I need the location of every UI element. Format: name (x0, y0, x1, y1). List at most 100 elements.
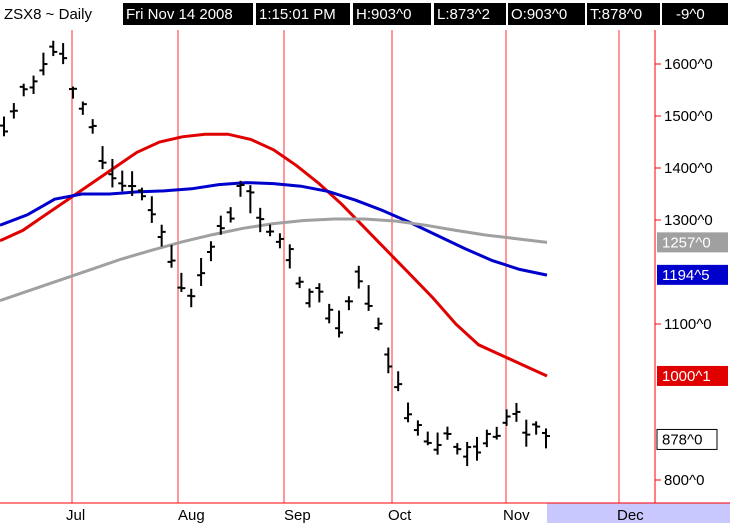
price-bar (187, 288, 196, 308)
x-tick-label: Dec (617, 507, 644, 523)
ma-fast-line (0, 132, 548, 378)
last-price-badge (656, 428, 718, 450)
price-bar (482, 429, 491, 448)
price-bar (266, 224, 275, 237)
price-bar (522, 419, 531, 447)
y-tick-label: 1400^0 (664, 160, 713, 177)
price-bar (344, 296, 353, 311)
date-cell (123, 3, 253, 25)
price-bar (108, 158, 117, 188)
label-layer: 1600^0 1500^0 1400^0 1300^0 1100^0 800^0 Jul Au… (66, 56, 728, 523)
ma-value-badge (657, 264, 728, 285)
price-bar (118, 170, 127, 192)
price-bar (492, 426, 501, 440)
open-cell (508, 3, 585, 25)
price-bar (246, 185, 255, 214)
quote-header: ZSX8 ~ Daily Fri Nov 14 2008 1:15:01 PM … (4, 3, 728, 25)
change-cell (662, 3, 728, 25)
price-bar (443, 426, 452, 440)
date-value: Fri Nov 14 2008 (126, 6, 233, 23)
symbol-label: ZSX8 ~ Daily (4, 6, 92, 23)
price-bar (128, 171, 137, 196)
last-price-label: 878^0 (662, 431, 702, 448)
low-cell (434, 3, 506, 25)
grid-layer (0, 30, 730, 504)
price-bar (305, 288, 314, 308)
price-bar (502, 409, 511, 426)
ma-value-badge (657, 365, 728, 386)
high-cell (353, 3, 431, 25)
price-bar (473, 436, 482, 461)
y-tick-label: 1300^0 (664, 212, 713, 229)
last-cell (587, 3, 660, 25)
price-bar (98, 146, 107, 170)
price-bar (433, 432, 442, 455)
ma-value-label: 1000^1 (662, 368, 711, 385)
price-bar (532, 421, 541, 435)
last-value: T:878^0 (590, 6, 642, 23)
price-bar (177, 272, 186, 292)
open-value: O:903^0 (511, 6, 567, 23)
price-bar (463, 441, 472, 467)
price-bar (374, 317, 383, 331)
price-bar (295, 276, 304, 289)
ma-value-label: 1257^0 (662, 234, 711, 251)
price-bar (197, 258, 206, 286)
price-bar (206, 241, 215, 262)
price-bar (88, 119, 97, 134)
price-bar (256, 207, 265, 233)
price-bar (137, 187, 146, 201)
price-bar (157, 224, 166, 247)
price-bar (39, 52, 48, 76)
price-bar (216, 215, 225, 235)
y-tick-label: 1600^0 (664, 56, 713, 73)
future-period-band (547, 503, 730, 523)
change-value: -9^0 (676, 6, 705, 23)
price-bar (364, 285, 373, 311)
low-value: L:873^2 (437, 6, 490, 23)
price-bar (78, 101, 87, 115)
ma-value-badge (657, 232, 728, 253)
price-bar (542, 428, 550, 449)
price-bar (423, 431, 432, 446)
price-bar (147, 196, 156, 223)
y-tick-label: 1500^0 (664, 108, 713, 125)
price-bar (394, 371, 403, 392)
price-bar (512, 402, 521, 422)
price-bar (315, 283, 324, 303)
y-tick-label: 1100^0 (664, 316, 712, 333)
price-bar (49, 40, 58, 57)
high-value: H:903^0 (356, 6, 411, 23)
price-bar (453, 443, 462, 455)
price-bar (9, 103, 18, 119)
price-bar (354, 265, 363, 289)
x-tick-label: Nov (503, 507, 530, 523)
x-tick-label: Jul (66, 507, 85, 523)
price-bar (167, 245, 176, 268)
y-tick-label: 800^0 (664, 472, 704, 489)
price-bar (236, 180, 245, 197)
price-bar (29, 75, 38, 95)
price-bar (413, 420, 422, 436)
time-cell (256, 3, 350, 25)
x-tick-label: Aug (178, 507, 205, 523)
price-bar (285, 244, 294, 269)
ma-value-label: 1194^5 (662, 267, 710, 284)
price-bar (0, 116, 8, 137)
price-bar (404, 402, 413, 423)
price-bar (19, 83, 28, 97)
price-bar (68, 86, 77, 99)
price-bar (59, 43, 68, 65)
x-tick-label: Oct (388, 507, 412, 523)
price-bar (325, 303, 334, 324)
series-layer (0, 40, 550, 467)
ma-mid-line (0, 181, 548, 277)
price-bar (226, 207, 235, 223)
time-value: 1:15:01 PM (259, 6, 336, 23)
price-bar (384, 347, 393, 374)
x-tick-label: Sep (284, 507, 311, 523)
price-bar (275, 233, 284, 249)
price-bar (335, 310, 344, 338)
